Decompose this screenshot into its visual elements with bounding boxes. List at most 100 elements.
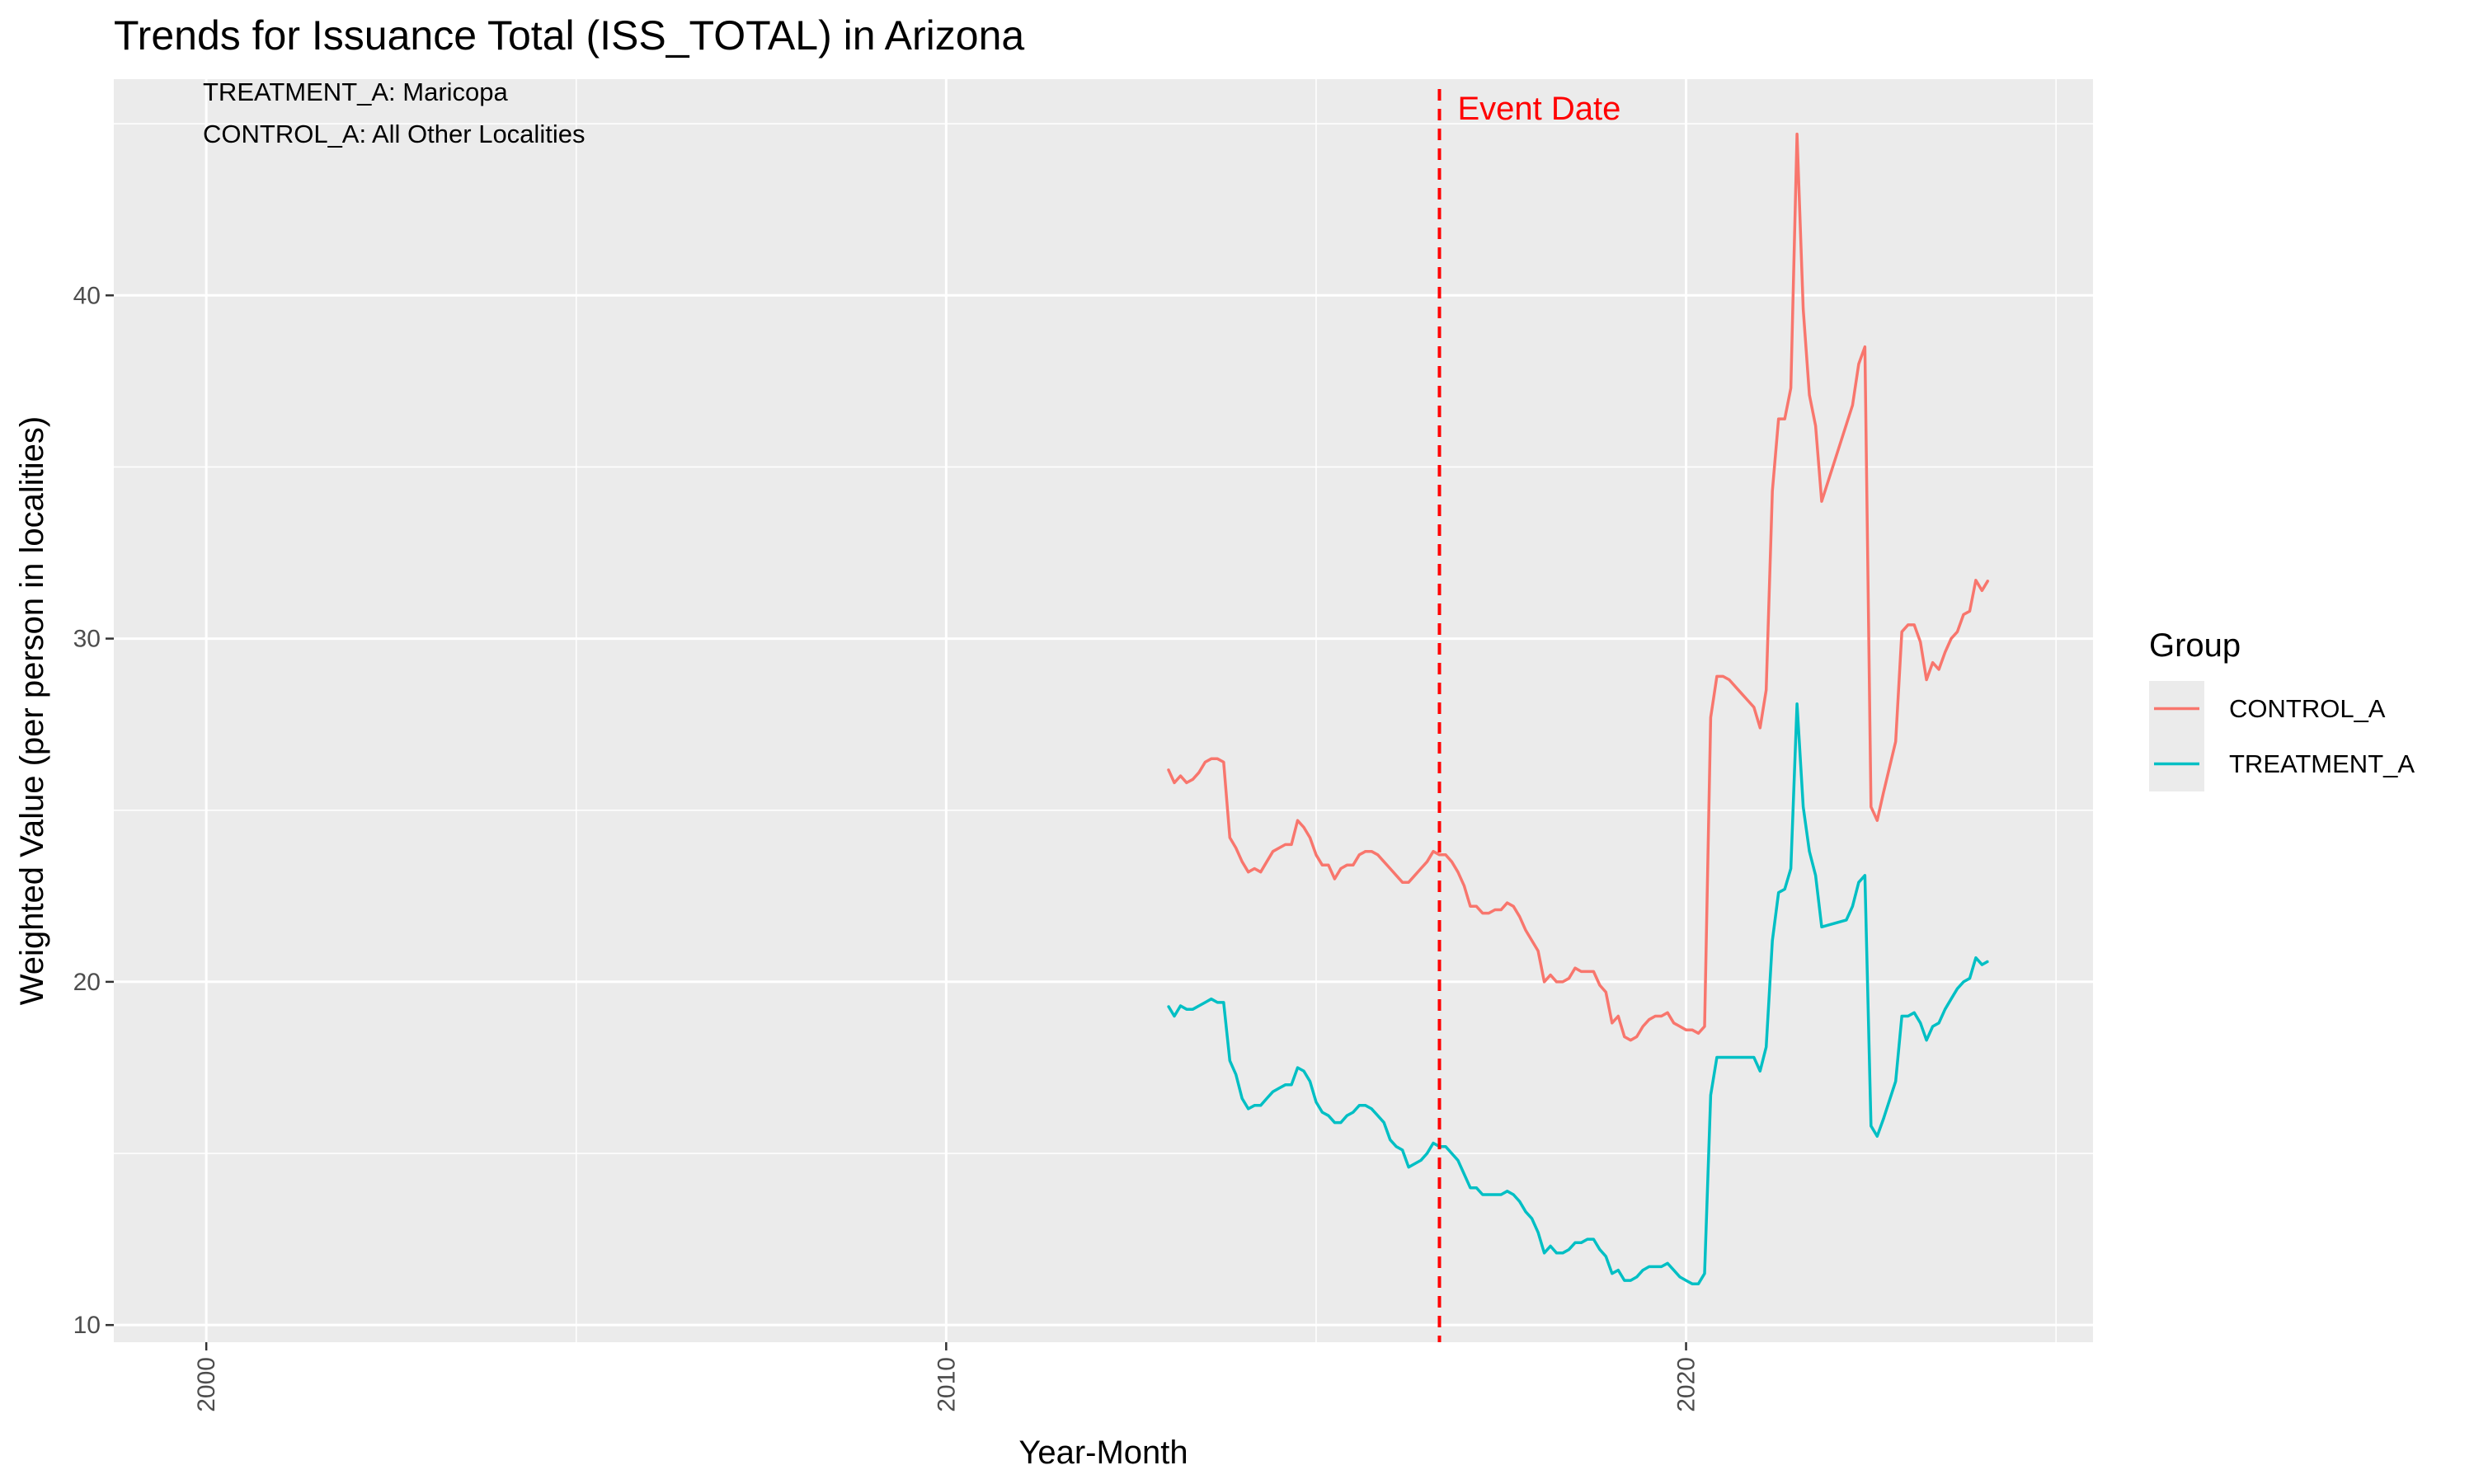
data-point — [1296, 819, 1299, 821]
data-point — [1697, 1283, 1700, 1284]
data-point — [1729, 1056, 1730, 1059]
data-point — [1371, 1108, 1372, 1110]
data-point — [1635, 1036, 1638, 1038]
data-point — [1192, 1008, 1194, 1010]
data-point — [1716, 1056, 1718, 1059]
data-point — [1537, 1232, 1539, 1233]
data-point — [1475, 905, 1478, 908]
data-point — [1587, 1238, 1588, 1240]
data-point — [1580, 970, 1583, 973]
data-point — [1531, 940, 1533, 942]
data-point — [1691, 1283, 1693, 1284]
data-point — [1963, 613, 1964, 616]
data-point — [1654, 1266, 1656, 1268]
legend-item-control-a: CONTROL_A — [2149, 681, 2386, 736]
y-tick-label: 20 — [73, 969, 101, 996]
data-point — [1174, 782, 1175, 784]
x-axis-title: Year-Month — [1018, 1435, 1188, 1471]
data-point — [1605, 991, 1607, 993]
data-point — [1284, 1084, 1286, 1086]
data-point — [1790, 867, 1792, 870]
data-point — [1192, 778, 1194, 781]
legend-items: CONTROL_A TREATMENT_A — [2149, 681, 2415, 791]
data-point — [1648, 1266, 1650, 1268]
data-point — [1950, 637, 1952, 640]
data-point — [1470, 905, 1471, 908]
data-point — [1796, 133, 1798, 135]
data-point — [1907, 624, 1909, 626]
data-point — [1512, 1194, 1514, 1195]
data-point — [1574, 1242, 1576, 1244]
data-point — [1944, 1008, 1946, 1010]
x-tick-label: 2020 — [1673, 1357, 1700, 1412]
data-point — [1426, 1153, 1428, 1154]
data-point — [1901, 631, 1903, 633]
data-point — [1624, 1280, 1625, 1281]
data-point — [1445, 854, 1446, 856]
data-point — [1611, 1272, 1613, 1275]
data-point — [1333, 1121, 1336, 1124]
data-point — [1568, 977, 1570, 979]
y-axis-title: Weighted Value (per person in localities… — [14, 416, 50, 1005]
data-point — [1247, 871, 1249, 873]
data-point — [1568, 1248, 1570, 1251]
data-point — [1870, 805, 1872, 808]
data-point — [1457, 871, 1459, 873]
data-point — [1894, 1080, 1897, 1082]
data-point — [1858, 881, 1860, 883]
data-point — [1784, 888, 1785, 890]
data-point — [1876, 819, 1879, 821]
data-point — [1303, 826, 1305, 829]
data-point — [1259, 1105, 1262, 1106]
data-point — [1525, 929, 1526, 932]
data-point — [1710, 716, 1712, 719]
data-point — [1340, 1121, 1342, 1124]
data-point — [1667, 1262, 1668, 1265]
legend-label: TREATMENT_A — [2229, 749, 2415, 778]
data-point — [1309, 837, 1311, 838]
data-point — [1870, 1125, 1872, 1127]
data-point — [1926, 679, 1927, 681]
data-point — [1722, 1056, 1724, 1059]
data-point — [1346, 864, 1348, 866]
y-tick-label: 10 — [73, 1312, 101, 1339]
data-point — [1555, 981, 1558, 983]
data-point — [1672, 1022, 1675, 1024]
data-point — [1919, 641, 1921, 643]
data-point — [1765, 689, 1767, 691]
data-point — [1784, 418, 1785, 420]
series-layer — [1166, 132, 1990, 1285]
data-point — [1376, 854, 1379, 856]
annotation-treatment: TREATMENT_A: Maricopa — [203, 77, 509, 106]
data-point — [1328, 864, 1329, 866]
data-point — [1729, 679, 1730, 681]
data-point — [1445, 1145, 1446, 1148]
data-point — [1358, 1105, 1361, 1106]
data-point — [1518, 916, 1521, 918]
data-point — [1389, 1139, 1391, 1141]
data-point — [1611, 1022, 1613, 1024]
data-point — [1747, 1056, 1749, 1059]
data-point — [1883, 1118, 1884, 1120]
data-point — [1235, 847, 1237, 849]
data-point — [1747, 699, 1749, 702]
data-point — [1186, 782, 1188, 784]
data-point — [1587, 970, 1588, 973]
data-point — [1543, 1252, 1545, 1254]
data-point — [1808, 394, 1810, 396]
data-point — [1851, 404, 1854, 406]
data-point — [1383, 1121, 1385, 1124]
data-point — [1512, 905, 1514, 908]
chart-title: Trends for Issuance Total (ISS_TOTAL) in… — [114, 12, 1024, 59]
data-point — [1482, 912, 1484, 914]
data-point — [1174, 1015, 1175, 1017]
data-point — [1395, 875, 1397, 876]
data-point — [1241, 861, 1243, 862]
data-point — [1346, 1115, 1348, 1116]
data-point — [1494, 909, 1496, 911]
data-point — [1599, 1248, 1601, 1251]
data-point — [1777, 418, 1780, 420]
data-point — [1704, 1272, 1705, 1275]
x-axis: 2000 2010 2020 — [193, 1342, 1700, 1412]
event-date-label: Event Date — [1457, 91, 1620, 127]
